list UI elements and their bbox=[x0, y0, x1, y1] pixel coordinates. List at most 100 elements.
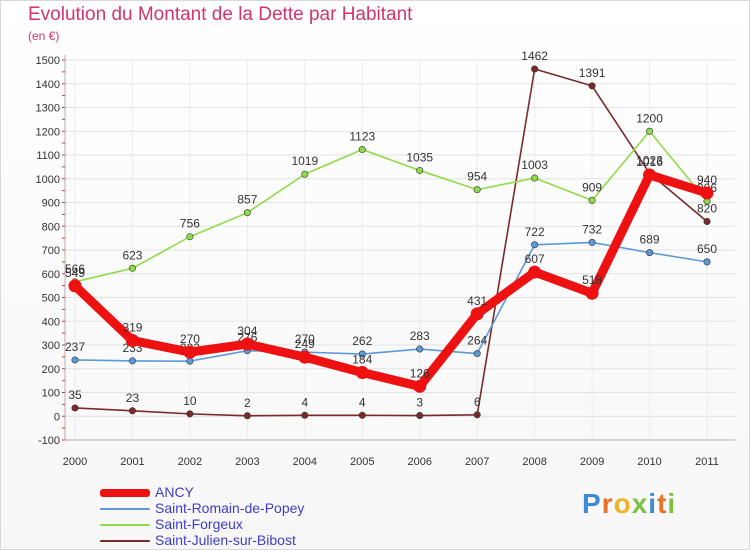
chart-plot: -100 0 100 200 300 400 500 600 700 800 900 1000 1100… bbox=[36, 49, 735, 468]
data-label: 909 bbox=[582, 180, 602, 194]
y-tick-label: 0 bbox=[54, 411, 60, 423]
logo-letter: P bbox=[582, 488, 602, 519]
data-point bbox=[358, 411, 366, 419]
data-point bbox=[646, 127, 654, 135]
data-point bbox=[128, 357, 136, 365]
y-tick-label: 400 bbox=[42, 316, 60, 328]
data-label: 518 bbox=[582, 273, 602, 287]
y-tick-label: 900 bbox=[42, 198, 60, 210]
data-label: 237 bbox=[65, 340, 85, 354]
data-label: 1200 bbox=[636, 111, 663, 125]
data-point bbox=[71, 356, 79, 364]
data-label: 2 bbox=[244, 396, 251, 410]
x-tick-label: 2010 bbox=[637, 456, 661, 468]
proxiti-logo[interactable]: Proxiti bbox=[582, 488, 676, 520]
data-label: 35 bbox=[68, 388, 82, 402]
legend-item[interactable]: Saint-Julien-sur-Bibost bbox=[100, 532, 420, 549]
x-tick-label: 2011 bbox=[695, 456, 719, 468]
data-point bbox=[703, 258, 711, 266]
data-label: 623 bbox=[122, 248, 142, 262]
series-line bbox=[74, 130, 708, 283]
data-label: 1035 bbox=[406, 150, 433, 164]
legend-item[interactable]: ANCY bbox=[100, 484, 420, 501]
y-tick-label: 100 bbox=[42, 388, 60, 400]
data-point bbox=[703, 218, 711, 226]
data-label: 940 bbox=[697, 173, 717, 187]
x-tick-label: 2005 bbox=[350, 456, 374, 468]
x-tick-label: 2006 bbox=[407, 456, 431, 468]
data-point bbox=[643, 168, 657, 182]
logo-letter: x bbox=[631, 488, 649, 519]
data-point bbox=[413, 379, 427, 393]
x-tick-label: 2002 bbox=[178, 456, 202, 468]
y-tick-label: 600 bbox=[42, 269, 60, 281]
data-point bbox=[128, 407, 136, 415]
data-label: 270 bbox=[295, 332, 315, 346]
data-point bbox=[528, 265, 542, 279]
data-label: 319 bbox=[122, 320, 142, 334]
chart-legend: ANCY Saint-Romain-de-Popey Saint-Forgeux… bbox=[100, 484, 420, 549]
data-point bbox=[125, 333, 139, 347]
data-label: 650 bbox=[697, 242, 717, 256]
x-tick-label: 2000 bbox=[63, 456, 87, 468]
data-label: 270 bbox=[180, 332, 200, 346]
data-point bbox=[531, 65, 539, 73]
data-point bbox=[243, 209, 251, 217]
data-point bbox=[588, 82, 596, 90]
x-tick-label: 2001 bbox=[120, 456, 144, 468]
legend-item[interactable]: Saint-Forgeux bbox=[100, 516, 420, 533]
series-line bbox=[74, 241, 708, 362]
legend-label: Saint-Forgeux bbox=[155, 516, 243, 532]
data-label: 732 bbox=[582, 222, 602, 236]
legend-item[interactable]: Saint-Romain-de-Popey bbox=[100, 500, 420, 517]
y-tick-label: 500 bbox=[42, 293, 60, 305]
data-label: 184 bbox=[352, 353, 372, 367]
data-point bbox=[298, 350, 312, 364]
data-label: 4 bbox=[301, 395, 308, 409]
y-tick-label: 1400 bbox=[36, 79, 60, 91]
data-point bbox=[183, 345, 197, 359]
data-point bbox=[358, 146, 366, 154]
logo-letter: t bbox=[657, 488, 668, 519]
data-label: 1123 bbox=[349, 130, 375, 144]
data-point bbox=[646, 249, 654, 257]
y-tick-label: 1000 bbox=[36, 174, 60, 186]
data-label: 756 bbox=[180, 217, 200, 231]
data-label: 1023 bbox=[636, 153, 663, 167]
y-tick-label: 1200 bbox=[36, 126, 60, 138]
data-label: 1462 bbox=[521, 49, 548, 63]
data-point bbox=[470, 307, 484, 321]
data-point bbox=[588, 196, 596, 204]
chart-unit-label: (en €) bbox=[28, 29, 60, 43]
logo-letter: r bbox=[601, 488, 614, 519]
y-tick-label: 800 bbox=[42, 221, 60, 233]
logo-letter: o bbox=[613, 488, 632, 519]
data-label: 607 bbox=[525, 252, 545, 266]
data-label: 262 bbox=[352, 334, 372, 348]
data-label: 689 bbox=[640, 233, 660, 247]
data-point bbox=[243, 412, 251, 420]
data-label: 1391 bbox=[579, 66, 606, 80]
data-label: 820 bbox=[697, 202, 717, 216]
y-tick-label: 1300 bbox=[36, 103, 60, 115]
x-tick-label: 2008 bbox=[522, 456, 546, 468]
data-label: 857 bbox=[237, 193, 257, 207]
data-point bbox=[416, 345, 424, 353]
legend-label: Saint-Romain-de-Popey bbox=[155, 500, 305, 516]
legend-swatch bbox=[100, 489, 150, 497]
data-label: 722 bbox=[525, 225, 545, 239]
data-point bbox=[473, 411, 481, 419]
data-point bbox=[585, 286, 599, 300]
data-point bbox=[240, 337, 254, 351]
data-point bbox=[416, 412, 424, 420]
data-label: 1016 bbox=[636, 155, 663, 169]
data-label: 954 bbox=[467, 170, 487, 184]
y-tick-label: 700 bbox=[42, 245, 60, 257]
legend-swatch bbox=[100, 540, 150, 542]
data-point bbox=[71, 404, 79, 412]
data-label: 23 bbox=[126, 391, 140, 405]
data-point bbox=[301, 411, 309, 419]
x-tick-label: 2007 bbox=[465, 456, 489, 468]
data-label: 264 bbox=[467, 334, 487, 348]
